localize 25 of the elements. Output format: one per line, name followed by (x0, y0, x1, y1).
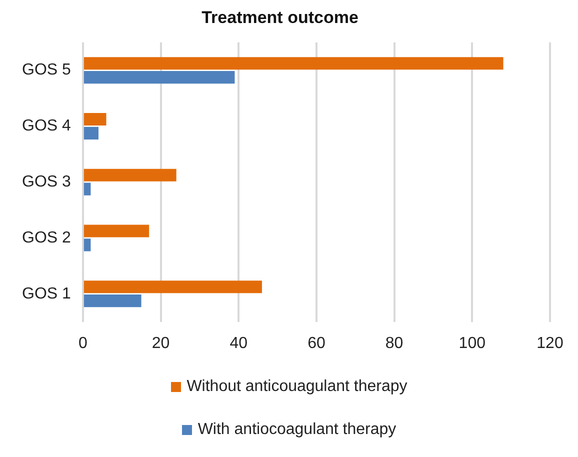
bar (84, 168, 176, 182)
x-tick-label: 60 (308, 334, 326, 352)
bar (84, 238, 91, 252)
x-tick-label: 120 (536, 334, 564, 352)
y-tick-label: GOS 5 (22, 62, 72, 79)
x-tick-label: 40 (230, 334, 248, 352)
bar (84, 224, 150, 238)
bar (84, 294, 142, 308)
bar (84, 280, 262, 294)
bar (84, 71, 235, 84)
y-tick-label: GOS 3 (22, 174, 72, 191)
bar (84, 182, 91, 196)
bar (84, 112, 106, 126)
bar (84, 57, 504, 70)
y-tick-label: GOS 4 (22, 118, 72, 135)
x-tick-label: 80 (385, 334, 404, 352)
x-tick-label: 0 (78, 334, 88, 352)
bar (84, 126, 98, 140)
legend-label: With antiocoagulant therapy (198, 420, 396, 438)
chart-title: Treatment outcome (202, 8, 358, 27)
x-tick-label: 100 (458, 334, 486, 352)
x-tick-label: 20 (152, 334, 170, 352)
legend-label: Without anticouagulant therapy (186, 378, 408, 396)
y-tick-label: GOS 2 (22, 229, 72, 246)
y-tick-label: GOS 1 (22, 285, 72, 302)
